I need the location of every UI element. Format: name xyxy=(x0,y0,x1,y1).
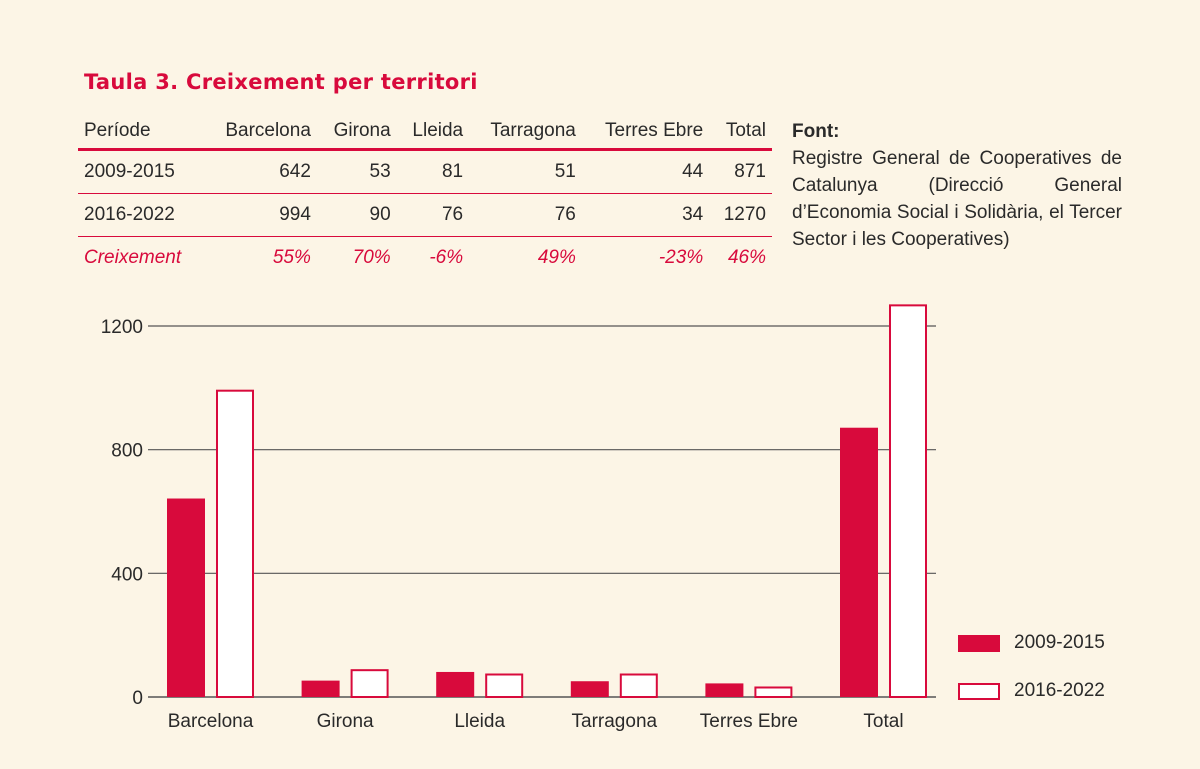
bar xyxy=(705,683,744,697)
table-cell: 53 xyxy=(316,149,397,194)
y-tick-label: 1200 xyxy=(101,317,143,338)
growth-table: Període Barcelona Girona Lleida Tarragon… xyxy=(78,114,772,279)
table-cell: 871 xyxy=(709,149,772,194)
column-header: Total xyxy=(709,114,772,151)
table-row: 2009-2015 642 53 81 51 44 871 xyxy=(78,149,772,194)
table-cell: -6% xyxy=(429,247,464,268)
table-cell: -23% xyxy=(658,247,704,268)
column-header: Lleida xyxy=(396,114,470,151)
growth-row: Creixement 55% 70% -6% 49% -23% 46% xyxy=(78,237,772,280)
table-title: Taula 3. Creixement per territori xyxy=(84,70,478,94)
table-cell: 2009-2015 xyxy=(78,149,205,194)
column-header: Barcelona xyxy=(204,114,317,151)
table-cell: 81 xyxy=(396,149,470,194)
table-row: 2016-2022 994 90 76 76 34 1270 xyxy=(78,193,772,237)
bar xyxy=(436,671,475,697)
table-cell: 90 xyxy=(316,193,397,237)
table-cell: 1270 xyxy=(709,193,772,237)
table-cell: 642 xyxy=(204,149,317,194)
table-cell: 76 xyxy=(469,193,582,237)
column-header: Girona xyxy=(316,114,397,151)
table-cell: 34 xyxy=(581,193,710,237)
legend-item: 2016-2022 xyxy=(958,680,1158,705)
legend-label: 2016-2022 xyxy=(1014,680,1105,701)
bar xyxy=(570,681,609,697)
legend-label: 2009-2015 xyxy=(1014,632,1105,653)
column-header: Terres Ebre xyxy=(581,114,710,151)
y-tick-label: 800 xyxy=(111,441,143,462)
bar xyxy=(840,427,878,697)
bar xyxy=(216,389,254,698)
table-cell: Creixement xyxy=(84,247,182,268)
source-note: Font: Registre General de Cooperatives d… xyxy=(792,118,1122,253)
bar xyxy=(889,304,927,698)
source-text: Registre General de Cooperatives de Cata… xyxy=(792,148,1122,250)
table-cell: 2016-2022 xyxy=(78,193,205,237)
table-cell: 49% xyxy=(537,247,576,268)
table-cell: 44 xyxy=(581,149,710,194)
x-tick-label: Lleida xyxy=(454,711,505,732)
table-cell: 76 xyxy=(396,193,470,237)
legend-item: 2009-2015 xyxy=(958,632,1158,657)
table-cell: 994 xyxy=(204,193,317,237)
table-cell: 70% xyxy=(352,247,391,268)
x-tick-label: Barcelona xyxy=(168,711,254,732)
bar xyxy=(167,498,205,697)
legend-swatch xyxy=(958,635,1000,652)
y-tick-label: 400 xyxy=(111,564,143,585)
source-heading: Font: xyxy=(792,121,840,142)
x-tick-label: Girona xyxy=(317,711,374,732)
x-tick-label: Total xyxy=(863,711,903,732)
column-header: Tarragona xyxy=(469,114,582,151)
bar xyxy=(619,673,658,699)
y-tick-label: 0 xyxy=(132,688,143,709)
x-tick-label: Terres Ebre xyxy=(700,711,798,732)
bar xyxy=(754,686,793,699)
table-cell: 46% xyxy=(727,247,766,268)
bar xyxy=(350,669,389,698)
bar xyxy=(485,673,524,699)
legend-swatch xyxy=(958,683,1000,700)
x-tick-label: Tarragona xyxy=(572,711,658,732)
bar xyxy=(301,680,340,697)
table-header-row: Període Barcelona Girona Lleida Tarragon… xyxy=(78,114,772,151)
table-cell: 51 xyxy=(469,149,582,194)
column-header: Període xyxy=(78,114,205,151)
table-cell: 55% xyxy=(272,247,311,268)
